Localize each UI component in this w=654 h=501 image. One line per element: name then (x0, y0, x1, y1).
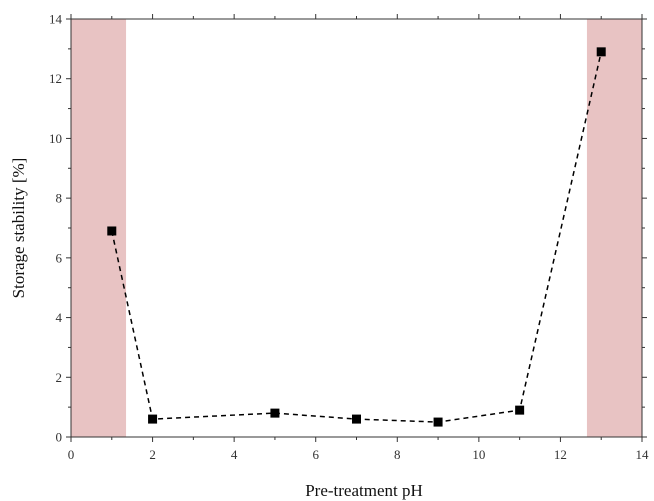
y-tick-label: 10 (49, 131, 62, 146)
shaded-region-1 (71, 19, 127, 437)
series-line (111, 51, 602, 423)
x-tick-label: 0 (68, 447, 75, 462)
data-point (107, 226, 117, 236)
axis-ticks: 0 2 4 6 8 10 12 14 0 2 4 6 8 10 12 14 (49, 12, 649, 463)
x-tick-label: 12 (554, 447, 567, 462)
data-point (148, 414, 158, 424)
x-tick-label: 2 (149, 447, 156, 462)
x-tick-label: 8 (394, 447, 401, 462)
x-tick-label: 14 (636, 447, 650, 462)
y-tick-label: 14 (49, 12, 63, 27)
data-point (352, 414, 361, 424)
y-axis-label: Storage stability [%] (9, 158, 28, 299)
data-point (433, 417, 443, 427)
x-tick-label: 10 (472, 447, 485, 462)
y-tick-label: 12 (49, 71, 62, 86)
data-point (515, 405, 525, 415)
y-tick-label: 8 (56, 191, 63, 206)
x-tick-label: 6 (312, 447, 319, 462)
data-series (107, 47, 606, 427)
data-point (270, 408, 280, 418)
x-axis-label: Pre-treatment pH (305, 481, 423, 500)
plot-border (70, 18, 643, 438)
shaded-regions (71, 19, 642, 437)
y-tick-label: 2 (56, 370, 63, 385)
data-point (596, 47, 606, 57)
y-tick-label: 4 (56, 310, 63, 325)
y-tick-label: 0 (56, 430, 63, 445)
plot-frame (70, 18, 643, 438)
y-tick-label: 6 (56, 250, 63, 265)
shaded-region-2 (586, 19, 642, 437)
x-tick-label: 4 (231, 447, 238, 462)
